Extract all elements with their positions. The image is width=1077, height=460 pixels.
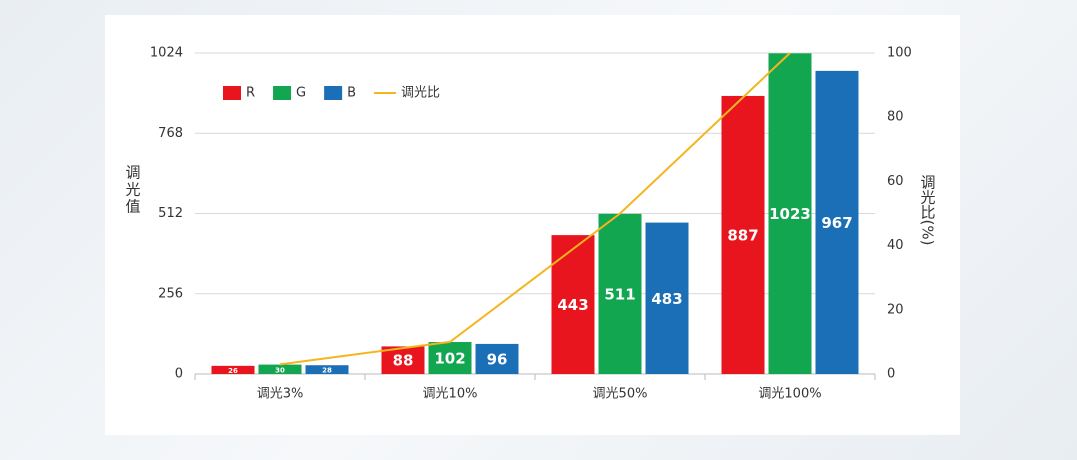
value-label: 26 <box>228 367 238 375</box>
bar <box>258 364 302 374</box>
bar <box>428 342 472 374</box>
legend-label: B <box>347 86 356 101</box>
value-label: 443 <box>557 296 588 314</box>
y-tick-label: 256 <box>158 286 183 301</box>
y2-tick-label: 60 <box>887 174 904 189</box>
bar <box>768 53 812 374</box>
value-label: 28 <box>322 367 332 375</box>
y2-tick-label: 0 <box>887 367 895 382</box>
x-tick-label: 调光100% <box>758 387 821 402</box>
value-label: 30 <box>275 366 285 374</box>
bar <box>211 365 255 374</box>
y-tick-label: 768 <box>158 126 183 141</box>
value-label: 967 <box>821 214 852 232</box>
legend-swatch <box>273 86 292 100</box>
y-tick-label: 1024 <box>150 46 183 61</box>
value-label: 887 <box>727 226 758 244</box>
y-tick-label: 0 <box>175 367 183 382</box>
bar <box>551 235 595 374</box>
bar <box>305 365 349 374</box>
value-label: 96 <box>487 350 508 368</box>
x-tick-label: 调光50% <box>593 387 648 402</box>
y2-axis-label: 调光比(%) <box>919 175 937 246</box>
bar <box>721 95 765 374</box>
bar <box>645 222 689 374</box>
value-label: 483 <box>651 290 682 308</box>
value-label: 102 <box>434 350 465 368</box>
legend-swatch <box>223 86 241 100</box>
y-axis-label: 调光值 <box>124 165 142 216</box>
value-label: 88 <box>393 352 414 370</box>
bar <box>475 343 519 374</box>
y2-tick-label: 100 <box>887 46 912 61</box>
value-label: 1023 <box>769 205 811 223</box>
bar <box>815 70 859 374</box>
x-tick-label: 调光10% <box>423 387 478 402</box>
y-tick-label: 512 <box>158 206 183 221</box>
y2-tick-label: 20 <box>887 302 904 317</box>
legend-label: 调光比 <box>401 86 440 101</box>
value-label: 511 <box>604 285 635 303</box>
legend-label: R <box>246 86 255 101</box>
y2-tick-label: 40 <box>887 238 904 253</box>
bar <box>598 213 642 374</box>
x-tick-label: 调光3% <box>257 387 304 402</box>
legend-label: G <box>296 86 306 101</box>
legend-swatch <box>324 86 343 100</box>
line <box>279 52 791 366</box>
y2-tick-label: 80 <box>887 110 904 125</box>
